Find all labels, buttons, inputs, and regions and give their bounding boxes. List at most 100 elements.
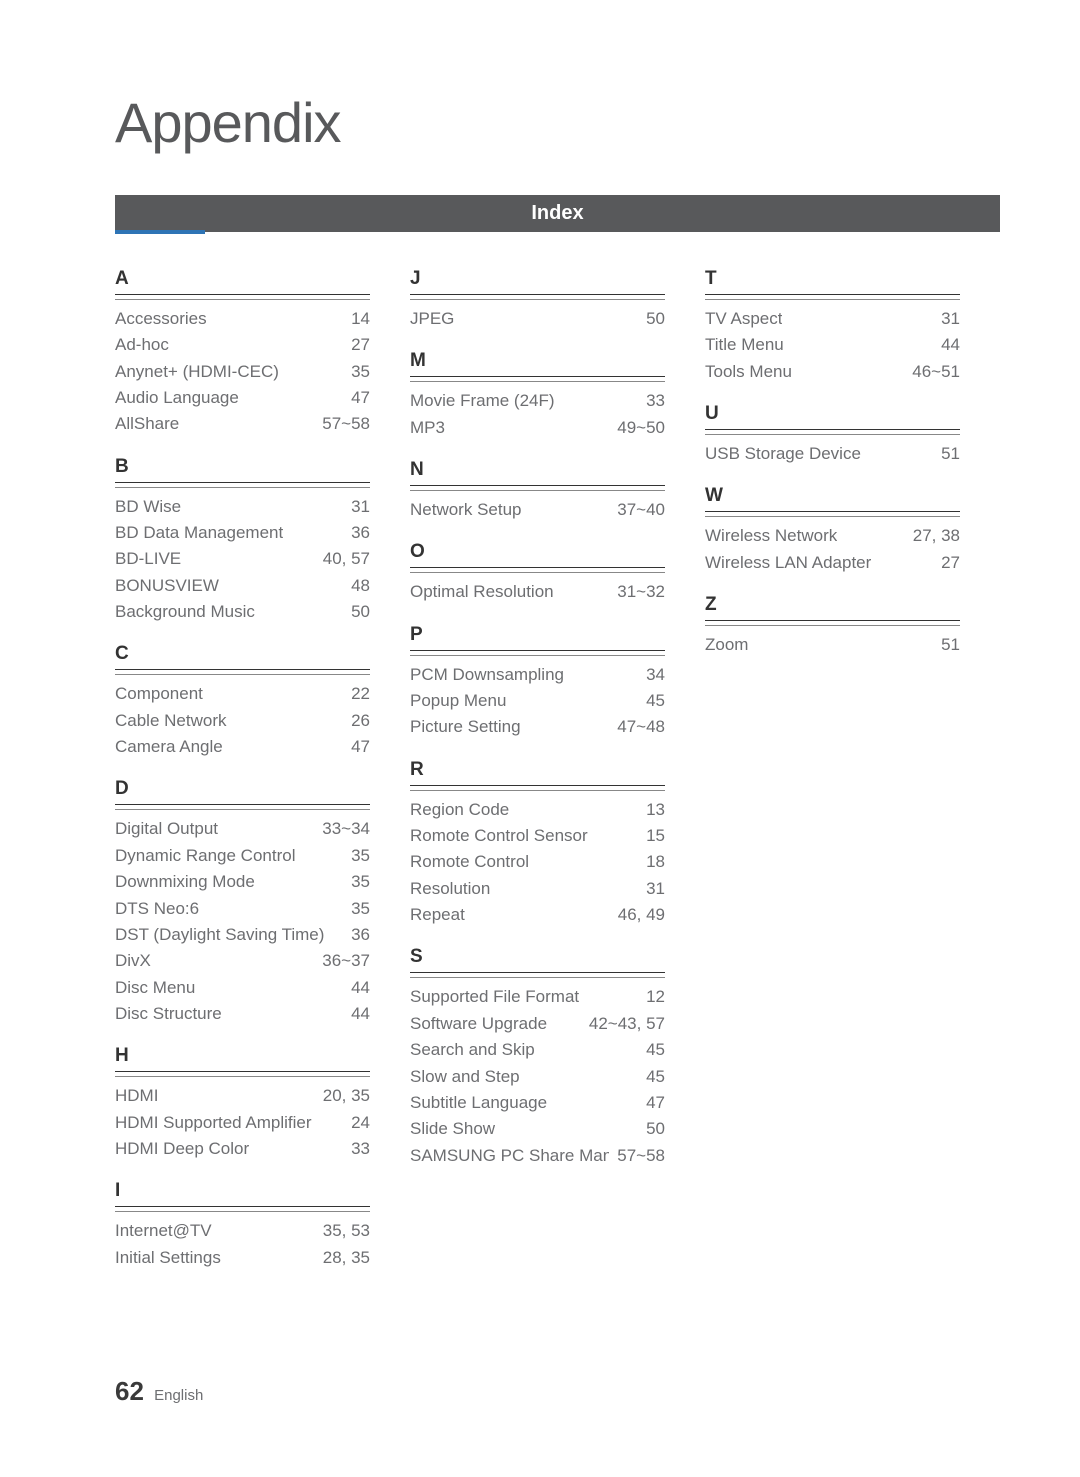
index-entry-page: 26 [343,708,370,734]
index-entry-page: 48 [343,573,370,599]
index-entry-label: Resolution [410,876,490,902]
index-entry: Internet@TV 35, 53 [115,1218,370,1244]
index-column: T TV Aspect31Title Menu44Tools Menu46~51 U… [705,250,960,1271]
index-entry-page: 33~34 [314,816,370,842]
section-letter: I [115,1180,370,1202]
index-entry: Accessories14 [115,306,370,332]
index-entry-label: Popup Menu [410,688,506,714]
index-entry-page: 45 [638,1037,665,1063]
index-entry-page: 15 [638,823,665,849]
index-entry-page: 40, 57 [315,546,370,572]
section-letter: O [410,541,665,563]
index-entry-page: 33 [638,388,665,414]
section-letter: Z [705,594,960,616]
section-body: Wireless Network27, 38Wireless LAN Adapt… [705,516,960,576]
index-entry-page: 12 [638,984,665,1010]
section-body: JPEG50 [410,299,665,332]
index-entry-page: 42~43, 57 [581,1011,665,1037]
index-entry-label: Accessories [115,306,207,332]
index-entry-page: 47 [638,1090,665,1116]
index-entry-page: 28, 35 [315,1245,370,1271]
index-entry-page: 18 [638,849,665,875]
footer-language: English [154,1387,203,1404]
index-entry-label: Ad-hoc [115,332,169,358]
index-entry: BONUSVIEW48 [115,573,370,599]
index-entry-page: 20, 35 [315,1083,370,1109]
index-entry: Dynamic Range Control35 [115,843,370,869]
section-letter: U [705,403,960,425]
index-entry: HDMI20, 35 [115,1083,370,1109]
section-letter: P [410,624,665,646]
index-entry: Downmixing Mode 35 [115,869,370,895]
index-entry-label: Zoom [705,632,748,658]
index-entry-label: AllShare [115,411,179,437]
index-entry-page: 45 [638,688,665,714]
index-entry-page: 35, 53 [315,1218,370,1244]
index-entry-label: Network Setup [410,497,522,523]
section-body: Internet@TV35, 53Initial Settings28, 35 [115,1211,370,1271]
index-entry: Optimal Resolution31~32 [410,579,665,605]
index-entry-label: Downmixing Mode [115,869,255,895]
section-letter: T [705,268,960,290]
index-entry: Camera Angle47 [115,734,370,760]
section-body: Movie Frame (24F) 33MP349~50 [410,381,665,441]
section-body: TV Aspect31Title Menu44Tools Menu46~51 [705,299,960,385]
index-entry-page: 49~50 [609,415,665,441]
index-entry: Search and Skip 45 [410,1037,665,1063]
index-header-label: Index [531,202,583,224]
index-entry-page: 44 [933,332,960,358]
index-entry-label: Dynamic Range Control [115,843,295,869]
index-entry: Repeat46, 49 [410,902,665,928]
index-entry-label: Anynet+ (HDMI-CEC) [115,359,279,385]
index-entry: Subtitle Language47 [410,1090,665,1116]
index-entry-label: Internet@TV [115,1218,212,1244]
index-entry: SAMSUNG PC Share Manager57~58 [410,1143,665,1169]
index-entry-page: 50 [343,599,370,625]
index-entry: Wireless LAN Adapter27 [705,550,960,576]
section-letter: W [705,485,960,507]
index-entry-page: 51 [933,632,960,658]
index-entry: AllShare57~58 [115,411,370,437]
index-entry: DivX36~37 [115,948,370,974]
section-letter: D [115,778,370,800]
index-entry: TV Aspect31 [705,306,960,332]
section-rule-top [410,294,665,295]
section-letter: S [410,946,665,968]
section-body: Network Setup37~40 [410,490,665,523]
index-entry: Slow and Step45 [410,1064,665,1090]
section-rule-top [410,650,665,651]
index-entry-page: 35 [343,359,370,385]
section-rule-top [410,376,665,377]
index-entry-label: Search and Skip [410,1037,535,1063]
index-entry: Cable Network26 [115,708,370,734]
index-entry-page: 31 [638,876,665,902]
index-entry-label: SAMSUNG PC Share Manager [410,1143,609,1169]
section-body: USB Storage Device51 [705,434,960,467]
index-entry-page: 45 [638,1064,665,1090]
index-entry-label: Disc Structure [115,1001,222,1027]
index-entry: Region Code13 [410,797,665,823]
index-columns: AAccessories14Ad-hoc27Anynet+ (HDMI-CEC)… [115,250,1000,1271]
section-body: Supported File Format12Software Upgrade4… [410,977,665,1168]
section-body: PCM Downsampling34Popup Menu45Picture Se… [410,655,665,741]
section-rule-top [410,785,665,786]
section-body: Zoom 51 [705,625,960,658]
page: Appendix Index AAccessories14Ad-hoc27Any… [0,0,1080,1331]
section-body: Component22Cable Network26Camera Angle47 [115,674,370,760]
index-entry-label: Camera Angle [115,734,223,760]
section-letter: A [115,268,370,290]
index-entry-page: 35 [343,869,370,895]
section-rule-top [115,1206,370,1207]
index-entry-page: 46, 49 [610,902,665,928]
index-entry: Romote Control Sensor15 [410,823,665,849]
section-rule-top [115,294,370,295]
section-letter: M [410,350,665,372]
index-entry: MP349~50 [410,415,665,441]
section-letter: R [410,759,665,781]
index-entry-label: Movie Frame (24F) [410,388,555,414]
index-entry-page: 27 [343,332,370,358]
index-entry-label: USB Storage Device [705,441,861,467]
index-entry-label: PCM Downsampling [410,662,564,688]
index-entry: Software Upgrade42~43, 57 [410,1011,665,1037]
index-entry: Anynet+ (HDMI-CEC) 35 [115,359,370,385]
